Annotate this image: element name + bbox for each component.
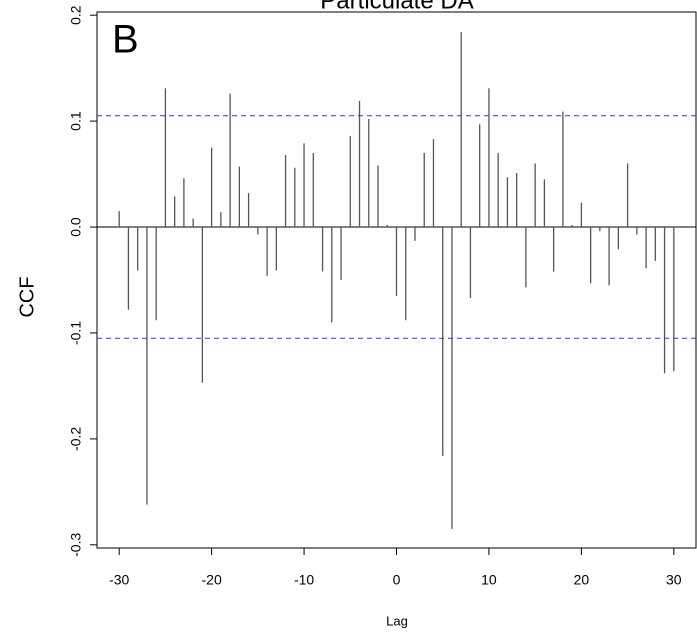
panel-label: B <box>112 18 139 62</box>
x-tick-label: 0 <box>393 572 401 588</box>
x-tick-label: -20 <box>202 572 222 588</box>
x-tick-label: 30 <box>666 572 682 588</box>
x-tick-label: 20 <box>574 572 590 588</box>
y-tick-label: -0.3 <box>68 533 84 557</box>
x-tick-label: 10 <box>481 572 497 588</box>
x-axis-label: Lag <box>386 613 408 628</box>
y-axis-label: CCF <box>16 276 38 317</box>
x-tick-label: -10 <box>294 572 314 588</box>
y-tick-label: -0.1 <box>68 321 84 345</box>
y-tick-label: 0.2 <box>68 5 84 25</box>
y-tick-label: -0.2 <box>68 427 84 451</box>
chart-title: Particulate DA <box>320 0 473 14</box>
y-tick-label: 0.0 <box>68 217 84 237</box>
x-tick-label: -30 <box>109 572 129 588</box>
y-tick-label: 0.1 <box>68 111 84 131</box>
